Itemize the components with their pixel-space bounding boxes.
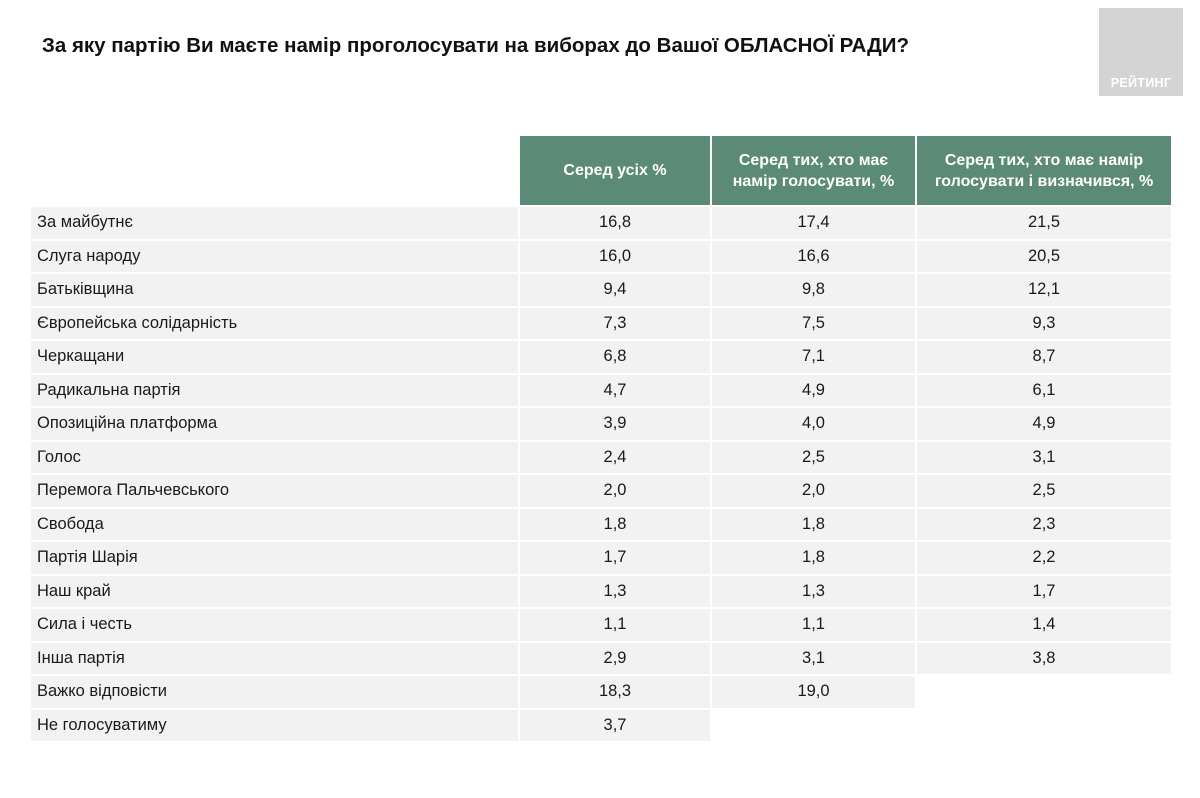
value-cell: 8,7 [917, 341, 1171, 375]
value-cell: 4,9 [712, 374, 915, 408]
table-row: Наш край 1,3 1,3 1,7 [31, 575, 1171, 609]
value-cell: 2,4 [520, 441, 710, 475]
value-cell: 1,1 [712, 609, 915, 643]
table-row: Опозиційна платформа 3,9 4,0 4,9 [31, 408, 1171, 442]
empty-cell [712, 710, 915, 743]
empty-cell [917, 710, 1171, 743]
party-name: Європейська солідарність [31, 307, 518, 341]
party-name: Сила і честь [31, 609, 518, 643]
party-name: Партія Шарія [31, 542, 518, 576]
table-row: Голос 2,4 2,5 3,1 [31, 441, 1171, 475]
empty-cell [917, 676, 1171, 710]
party-name: За майбутнє [31, 207, 518, 241]
value-cell: 2,0 [520, 475, 710, 509]
value-cell: 2,0 [712, 475, 915, 509]
value-cell: 7,5 [712, 307, 915, 341]
value-cell: 9,8 [712, 274, 915, 308]
value-cell: 6,1 [917, 374, 1171, 408]
value-cell: 21,5 [917, 207, 1171, 241]
column-header-decided: Серед тих, хто має намір голосувати і ви… [917, 136, 1171, 207]
value-cell: 7,1 [712, 341, 915, 375]
value-cell: 16,6 [712, 240, 915, 274]
value-cell: 1,1 [520, 609, 710, 643]
table-row: Свобода 1,8 1,8 2,3 [31, 508, 1171, 542]
logo-text: РЕЙТИНГ [1110, 76, 1172, 90]
table-row: За майбутнє 16,8 17,4 21,5 [31, 207, 1171, 241]
header-row: Серед усіх % Серед тих, хто має намір го… [31, 136, 1171, 207]
value-cell: 9,4 [520, 274, 710, 308]
value-cell: 1,8 [712, 508, 915, 542]
table-body: За майбутнє 16,8 17,4 21,5 Слуга народу 16,0 1… [31, 207, 1171, 743]
value-cell: 19,0 [712, 676, 915, 710]
value-cell: 1,7 [520, 542, 710, 576]
table-row: Партія Шарія 1,7 1,8 2,2 [31, 542, 1171, 576]
table-row: Слуга народу 16,0 16,6 20,5 [31, 240, 1171, 274]
value-cell: 2,9 [520, 642, 710, 676]
value-cell: 18,3 [520, 676, 710, 710]
value-cell: 3,8 [917, 642, 1171, 676]
value-cell: 1,7 [917, 575, 1171, 609]
value-cell: 2,5 [712, 441, 915, 475]
page-title: За яку партію Ви маєте намір проголосува… [42, 34, 909, 57]
column-header-intend: Серед тих, хто має намір голосувати, % [712, 136, 915, 207]
party-name: Наш край [31, 575, 518, 609]
table-row: Важко відповісти 18,3 19,0 [31, 676, 1171, 710]
value-cell: 20,5 [917, 240, 1171, 274]
table-row: Не голосуватиму 3,7 [31, 709, 1171, 743]
party-name: Слуга народу [31, 240, 518, 274]
party-name: Черкащани [31, 341, 518, 375]
value-cell: 1,3 [712, 575, 915, 609]
header-party-cell [31, 136, 518, 207]
party-name: Голос [31, 441, 518, 475]
value-cell: 1,8 [520, 508, 710, 542]
value-cell: 3,9 [520, 408, 710, 442]
results-table: Серед усіх % Серед тих, хто має намір го… [29, 136, 1173, 743]
value-cell: 2,2 [917, 542, 1171, 576]
value-cell: 7,3 [520, 307, 710, 341]
party-name: Не голосуватиму [31, 709, 518, 743]
table-row: Черкащани 6,8 7,1 8,7 [31, 341, 1171, 375]
value-cell: 9,3 [917, 307, 1171, 341]
party-name: Свобода [31, 508, 518, 542]
value-cell: 1,4 [917, 609, 1171, 643]
value-cell: 4,9 [917, 408, 1171, 442]
value-cell: 2,3 [917, 508, 1171, 542]
value-cell: 16,8 [520, 207, 710, 241]
party-name: Опозиційна платформа [31, 408, 518, 442]
value-cell: 12,1 [917, 274, 1171, 308]
party-name: Радикальна партія [31, 374, 518, 408]
rating-logo: РЕЙТИНГ [1099, 8, 1183, 96]
table-row: Європейська солідарність 7,3 7,5 9,3 [31, 307, 1171, 341]
value-cell: 1,3 [520, 575, 710, 609]
table-row: Сила і честь 1,1 1,1 1,4 [31, 609, 1171, 643]
table-row: Перемога Пальчевського 2,0 2,0 2,5 [31, 475, 1171, 509]
value-cell: 6,8 [520, 341, 710, 375]
column-header-all: Серед усіх % [520, 136, 710, 207]
value-cell: 4,0 [712, 408, 915, 442]
party-name: Перемога Пальчевського [31, 475, 518, 509]
party-name: Важко відповісти [31, 676, 518, 710]
value-cell: 1,8 [712, 542, 915, 576]
value-cell: 2,5 [917, 475, 1171, 509]
table-row: Інша партія 2,9 3,1 3,8 [31, 642, 1171, 676]
value-cell: 3,1 [712, 642, 915, 676]
value-cell: 3,1 [917, 441, 1171, 475]
table-row: Батьківщина 9,4 9,8 12,1 [31, 274, 1171, 308]
table-row: Радикальна партія 4,7 4,9 6,1 [31, 374, 1171, 408]
party-name: Батьківщина [31, 274, 518, 308]
value-cell: 16,0 [520, 240, 710, 274]
value-cell: 4,7 [520, 374, 710, 408]
party-name: Інша партія [31, 642, 518, 676]
value-cell: 3,7 [520, 709, 710, 743]
value-cell: 17,4 [712, 207, 915, 241]
